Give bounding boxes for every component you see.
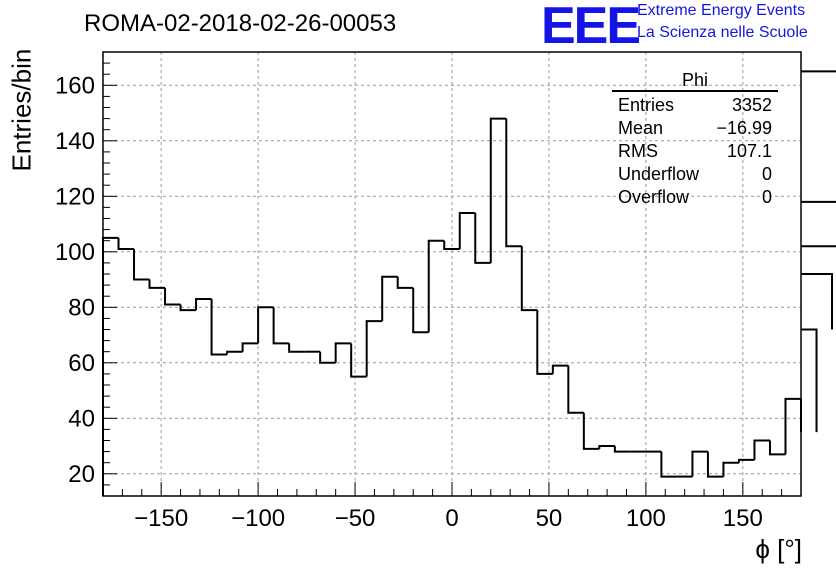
histogram-bin: [257, 306, 274, 344]
histogram-bin: [443, 240, 460, 251]
y-tick-label: 160: [55, 72, 95, 99]
x-tick-label: 150: [723, 505, 763, 532]
histogram-bin: [350, 343, 367, 378]
stats-row-underflow: Underflow 0: [612, 163, 778, 186]
histogram-bin: [505, 118, 522, 248]
stats-row-overflow: Overflow 0: [612, 186, 778, 209]
histogram-bin: [737, 458, 755, 463]
histogram-bin: [319, 351, 336, 364]
x-tick-label: 0: [445, 505, 458, 532]
histogram-bin: [660, 451, 677, 478]
histogram-bin: [551, 364, 569, 374]
histogram-bin: [567, 365, 584, 414]
histogram-bin: [179, 304, 197, 312]
stats-box: Phi Entries 3352 Mean −16.99 RMS 107.1 U…: [612, 70, 778, 209]
histogram-bin: [226, 350, 243, 355]
histogram-bin: [489, 117, 507, 263]
stats-title: Phi: [612, 70, 778, 92]
histogram-bin: [691, 450, 708, 477]
histogram-bin: [164, 287, 181, 306]
histogram-bin: [412, 287, 429, 334]
histogram-bin: [272, 307, 290, 345]
stats-value: 0: [761, 187, 772, 207]
axes: −150 −100 −50 0 50 100 150 20 40 60 80 100 120 140 160: [55, 51, 802, 532]
histogram-bin: [784, 397, 801, 455]
plot-title: ROMA-02-2018-02-26-00053: [84, 10, 397, 37]
stats-row-entries: Entries 3352: [612, 94, 778, 117]
y-tick-label: 60: [68, 350, 95, 377]
histogram-bin: [133, 249, 150, 281]
histogram-bin: [210, 298, 228, 356]
x-tick-label: −50: [335, 505, 376, 532]
histogram-bin: [582, 412, 600, 450]
histogram-bin: [241, 342, 259, 352]
histogram-bin: [613, 446, 631, 453]
histogram-bin: [801, 273, 834, 330]
histogram-bin: [801, 70, 836, 73]
stats-label: Mean: [618, 118, 664, 138]
histogram-bin: [801, 200, 836, 203]
y-tick-label: 140: [55, 128, 95, 155]
x-axis-label: ϕ [°]: [755, 534, 802, 564]
eee-logo: EEE: [541, 0, 641, 55]
stats-row-rms: RMS 107.1: [612, 140, 778, 163]
histogram-bin: [427, 239, 445, 333]
histogram-bin: [706, 451, 724, 478]
histogram-bin: [474, 212, 491, 264]
histogram-bin: [458, 211, 476, 250]
x-tick-label: 100: [626, 505, 666, 532]
x-tick-label: −150: [134, 505, 188, 532]
stats-label: Overflow: [618, 187, 690, 207]
y-tick-label: 80: [68, 294, 95, 321]
histogram-bin: [801, 245, 836, 248]
stats-value: 0: [761, 164, 772, 184]
histogram-bin: [722, 461, 739, 477]
histogram-bin: [117, 237, 135, 251]
histogram-bin: [768, 440, 786, 456]
histogram-bin: [520, 246, 538, 312]
histogram-bin: [396, 276, 414, 289]
histogram-bin: [598, 445, 615, 449]
stats-value: −16.99: [716, 118, 772, 138]
histogram-bin: [334, 342, 352, 363]
y-tick-label: 40: [68, 405, 95, 432]
histogram-bin: [195, 297, 212, 311]
stats-row-mean: Mean −16.99: [612, 117, 778, 140]
stats-label: Entries: [618, 95, 675, 115]
stats-value: 107.1: [726, 141, 772, 161]
y-tick-label: 120: [55, 183, 95, 210]
histogram-bin: [801, 328, 818, 433]
histogram-bin: [288, 343, 305, 353]
y-tick-label: 100: [55, 239, 95, 266]
x-tick-label: 50: [536, 505, 563, 532]
x-tick-label: −100: [231, 505, 285, 532]
stats-value: 3352: [731, 95, 772, 115]
histogram-bin: [753, 439, 770, 460]
histogram-bin: [365, 320, 383, 377]
histogram-bin: [102, 236, 119, 496]
histogram-bin: [148, 279, 166, 289]
histogram-bin: [536, 310, 553, 375]
stats-label: RMS: [618, 141, 658, 161]
y-axis-label: Entries/bin: [6, 48, 37, 172]
logo-subtitle-line1: Extreme Energy Events: [637, 2, 806, 19]
logo-subtitle-line2: La Scienza nelle Scuole: [637, 24, 808, 41]
histogram-bin: [381, 275, 398, 322]
stats-label: Underflow: [618, 164, 700, 184]
grid-lines: [103, 52, 801, 496]
y-tick-label: 20: [68, 461, 95, 488]
